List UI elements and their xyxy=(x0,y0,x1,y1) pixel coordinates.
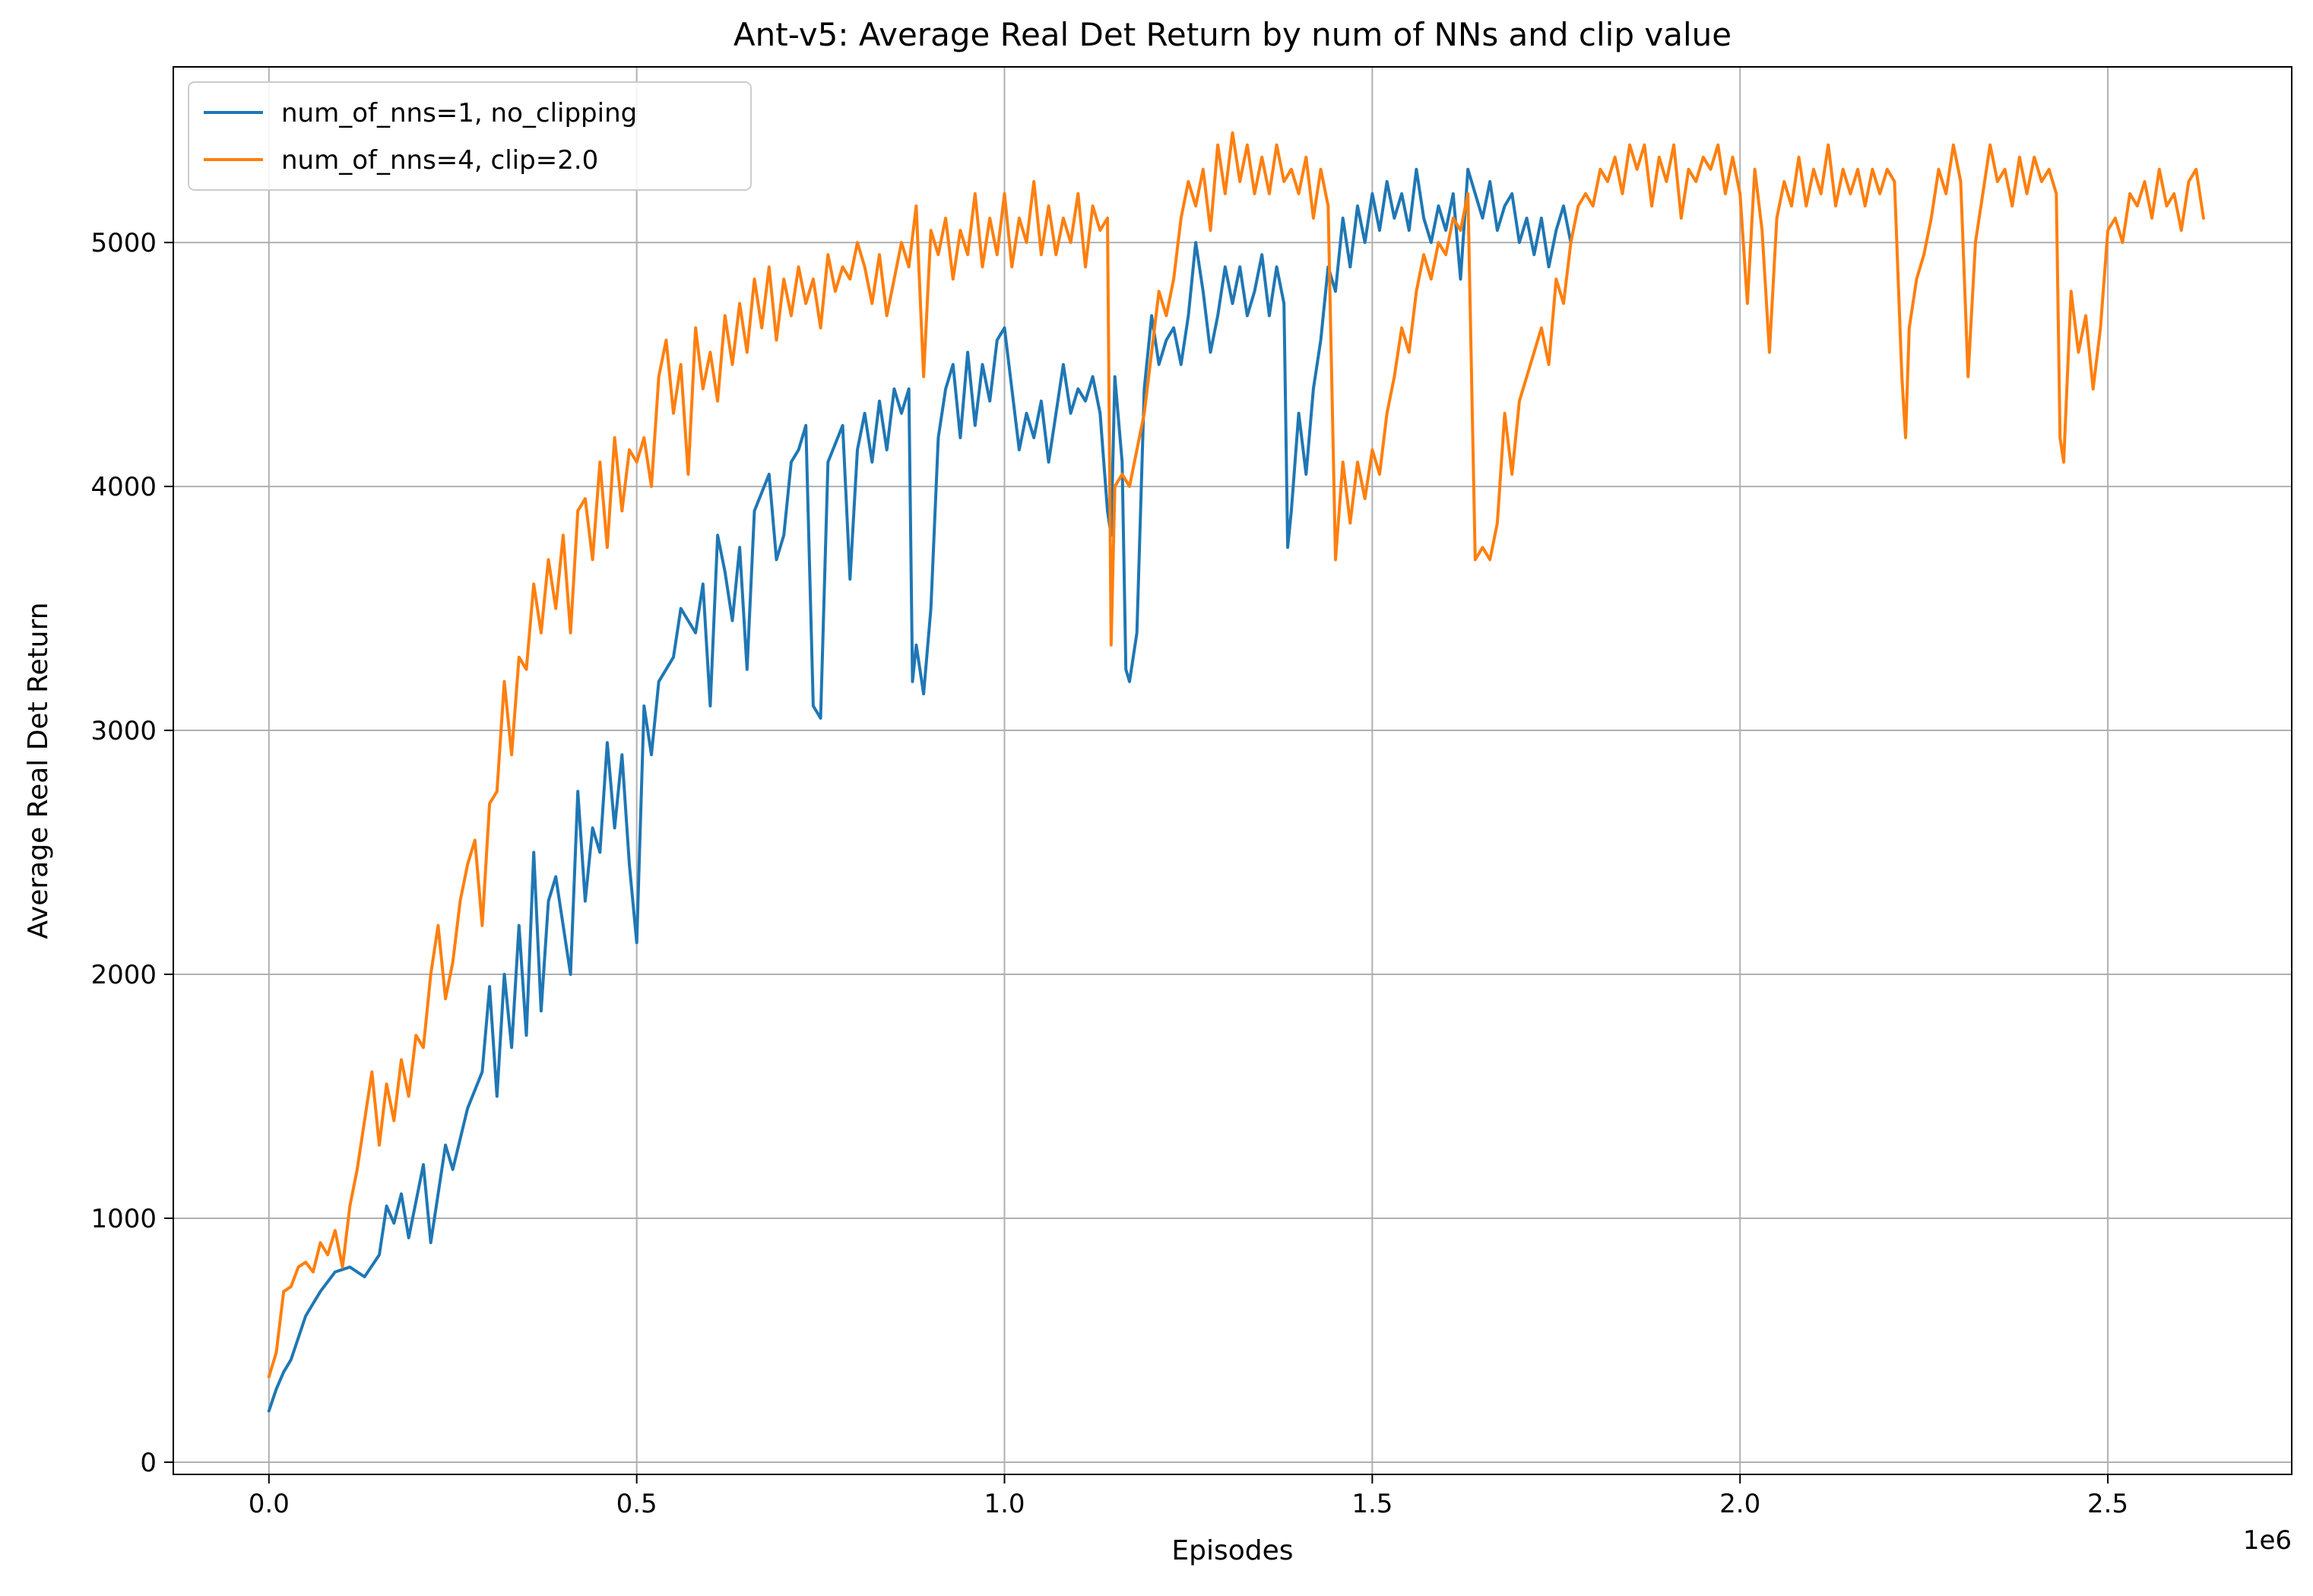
grid-lines xyxy=(173,67,2292,1474)
x-tick-label: 0.0 xyxy=(249,1489,290,1519)
y-tick-label: 0 xyxy=(140,1448,157,1478)
y-tick-label: 4000 xyxy=(90,472,157,502)
x-tick-label: 2.0 xyxy=(1719,1489,1760,1519)
y-tick-label: 5000 xyxy=(90,228,157,258)
x-tick-label: 1.0 xyxy=(984,1489,1025,1519)
series-line-1 xyxy=(267,167,1573,1413)
x-tick-label: 0.5 xyxy=(616,1489,657,1519)
y-axis: 0 1000 2000 3000 4000 5000 xyxy=(90,228,173,1478)
x-axis-offset-label: 1e6 xyxy=(2243,1525,2292,1556)
legend-box xyxy=(188,81,752,191)
y-tick-label: 3000 xyxy=(90,716,157,746)
legend-label-2: num_of_nns=4, clip=2.0 xyxy=(281,145,598,176)
plot-frame xyxy=(173,66,2292,1475)
x-tick-label: 1.5 xyxy=(1351,1489,1393,1519)
y-axis-label: Average Real Det Return xyxy=(23,602,54,939)
chart-title: Ant-v5: Average Real Det Return by num o… xyxy=(734,16,1732,53)
x-axis: 0.0 0.5 1.0 1.5 2.0 2.5 xyxy=(249,1474,2128,1519)
x-tick-label: 2.5 xyxy=(2087,1489,2128,1519)
series-line-2 xyxy=(267,131,2205,1379)
y-tick-label: 2000 xyxy=(90,960,157,990)
x-axis-label: Episodes xyxy=(1171,1535,1293,1566)
legend: num_of_nns=1, no_clipping num_of_nns=4, c… xyxy=(188,81,752,191)
legend-label-1: num_of_nns=1, no_clipping xyxy=(281,98,637,128)
y-tick-label: 1000 xyxy=(90,1204,157,1234)
series-layer xyxy=(267,131,2205,1413)
